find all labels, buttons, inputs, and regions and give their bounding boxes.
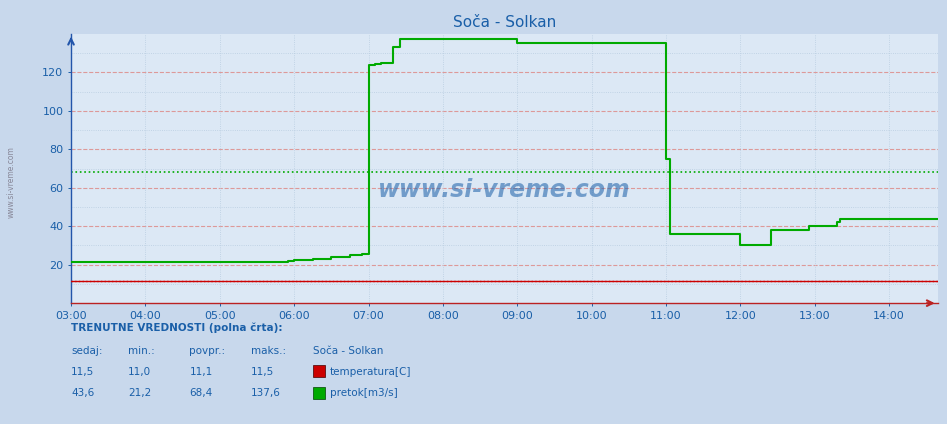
Text: www.si-vreme.com: www.si-vreme.com [7,146,16,218]
Text: maks.:: maks.: [251,346,286,356]
Text: min.:: min.: [128,346,154,356]
Text: 11,5: 11,5 [71,367,95,377]
Text: 21,2: 21,2 [128,388,152,399]
Text: 43,6: 43,6 [71,388,95,399]
Text: 11,5: 11,5 [251,367,275,377]
Text: 11,0: 11,0 [128,367,151,377]
Text: temperatura[C]: temperatura[C] [330,367,411,377]
Text: TRENUTNE VREDNOSTI (polna črta):: TRENUTNE VREDNOSTI (polna črta): [71,322,282,333]
Text: www.si-vreme.com: www.si-vreme.com [378,178,631,202]
Text: povpr.:: povpr.: [189,346,225,356]
Text: 137,6: 137,6 [251,388,281,399]
Title: Soča - Solkan: Soča - Solkan [453,15,556,30]
Text: pretok[m3/s]: pretok[m3/s] [330,388,398,399]
Text: 11,1: 11,1 [189,367,213,377]
Text: sedaj:: sedaj: [71,346,102,356]
Text: Soča - Solkan: Soča - Solkan [313,346,383,356]
Text: 68,4: 68,4 [189,388,213,399]
